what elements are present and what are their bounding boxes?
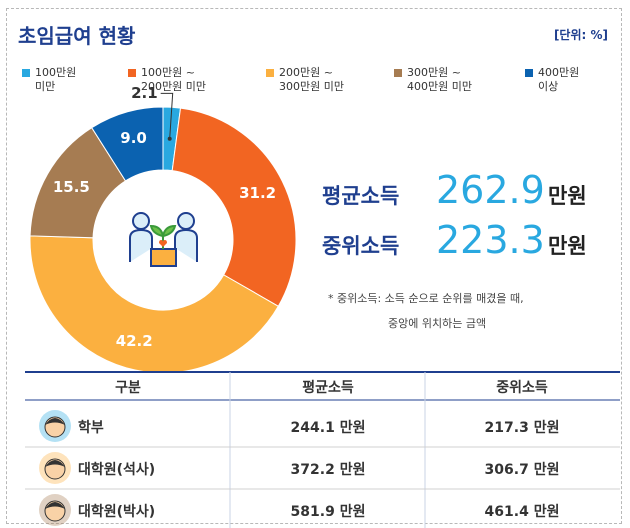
stat-label: 평균소득 [322,180,399,210]
table-cell: 372.2 만원 [258,459,398,479]
note: 중앙에 위치하는 금액 [388,315,486,331]
table-cell: 581.9 만원 [258,501,398,521]
page: {"chart_data": {"type": "pie", "title": … [0,0,630,528]
table-cell: 학부 [78,417,104,437]
data-label: 42.2 [116,332,153,350]
table-header: 평균소득 [268,377,388,397]
table-header: 중위소득 [462,377,582,397]
table-cell: 217.3 만원 [452,417,592,437]
donut-slice [172,108,296,306]
table-header: 구분 [68,377,188,397]
table-cell: 306.7 만원 [452,459,592,479]
table-cell: 대학원(석사) [78,459,155,479]
stat-value: 262.9 [436,168,545,212]
note: * 중위소득: 소득 순으로 순위를 매겼을 때, [328,290,524,306]
data-label: 2.1 [131,84,158,102]
data-label: 9.0 [120,129,147,147]
center-icon [130,213,197,266]
chart: 2.1 31.2 42.2 15.5 9.0 [0,0,630,528]
stat-unit: 만원 [548,180,587,210]
stat-label: 중위소득 [322,230,399,260]
stat-unit: 만원 [548,230,587,260]
data-label: 31.2 [239,184,276,202]
data-label: 15.5 [53,178,90,196]
table-cell: 대학원(박사) [78,501,155,521]
leader-dot [168,137,172,141]
table-cell: 461.4 만원 [452,501,592,521]
stat-value: 223.3 [436,218,545,262]
table-cell: 244.1 만원 [258,417,398,437]
